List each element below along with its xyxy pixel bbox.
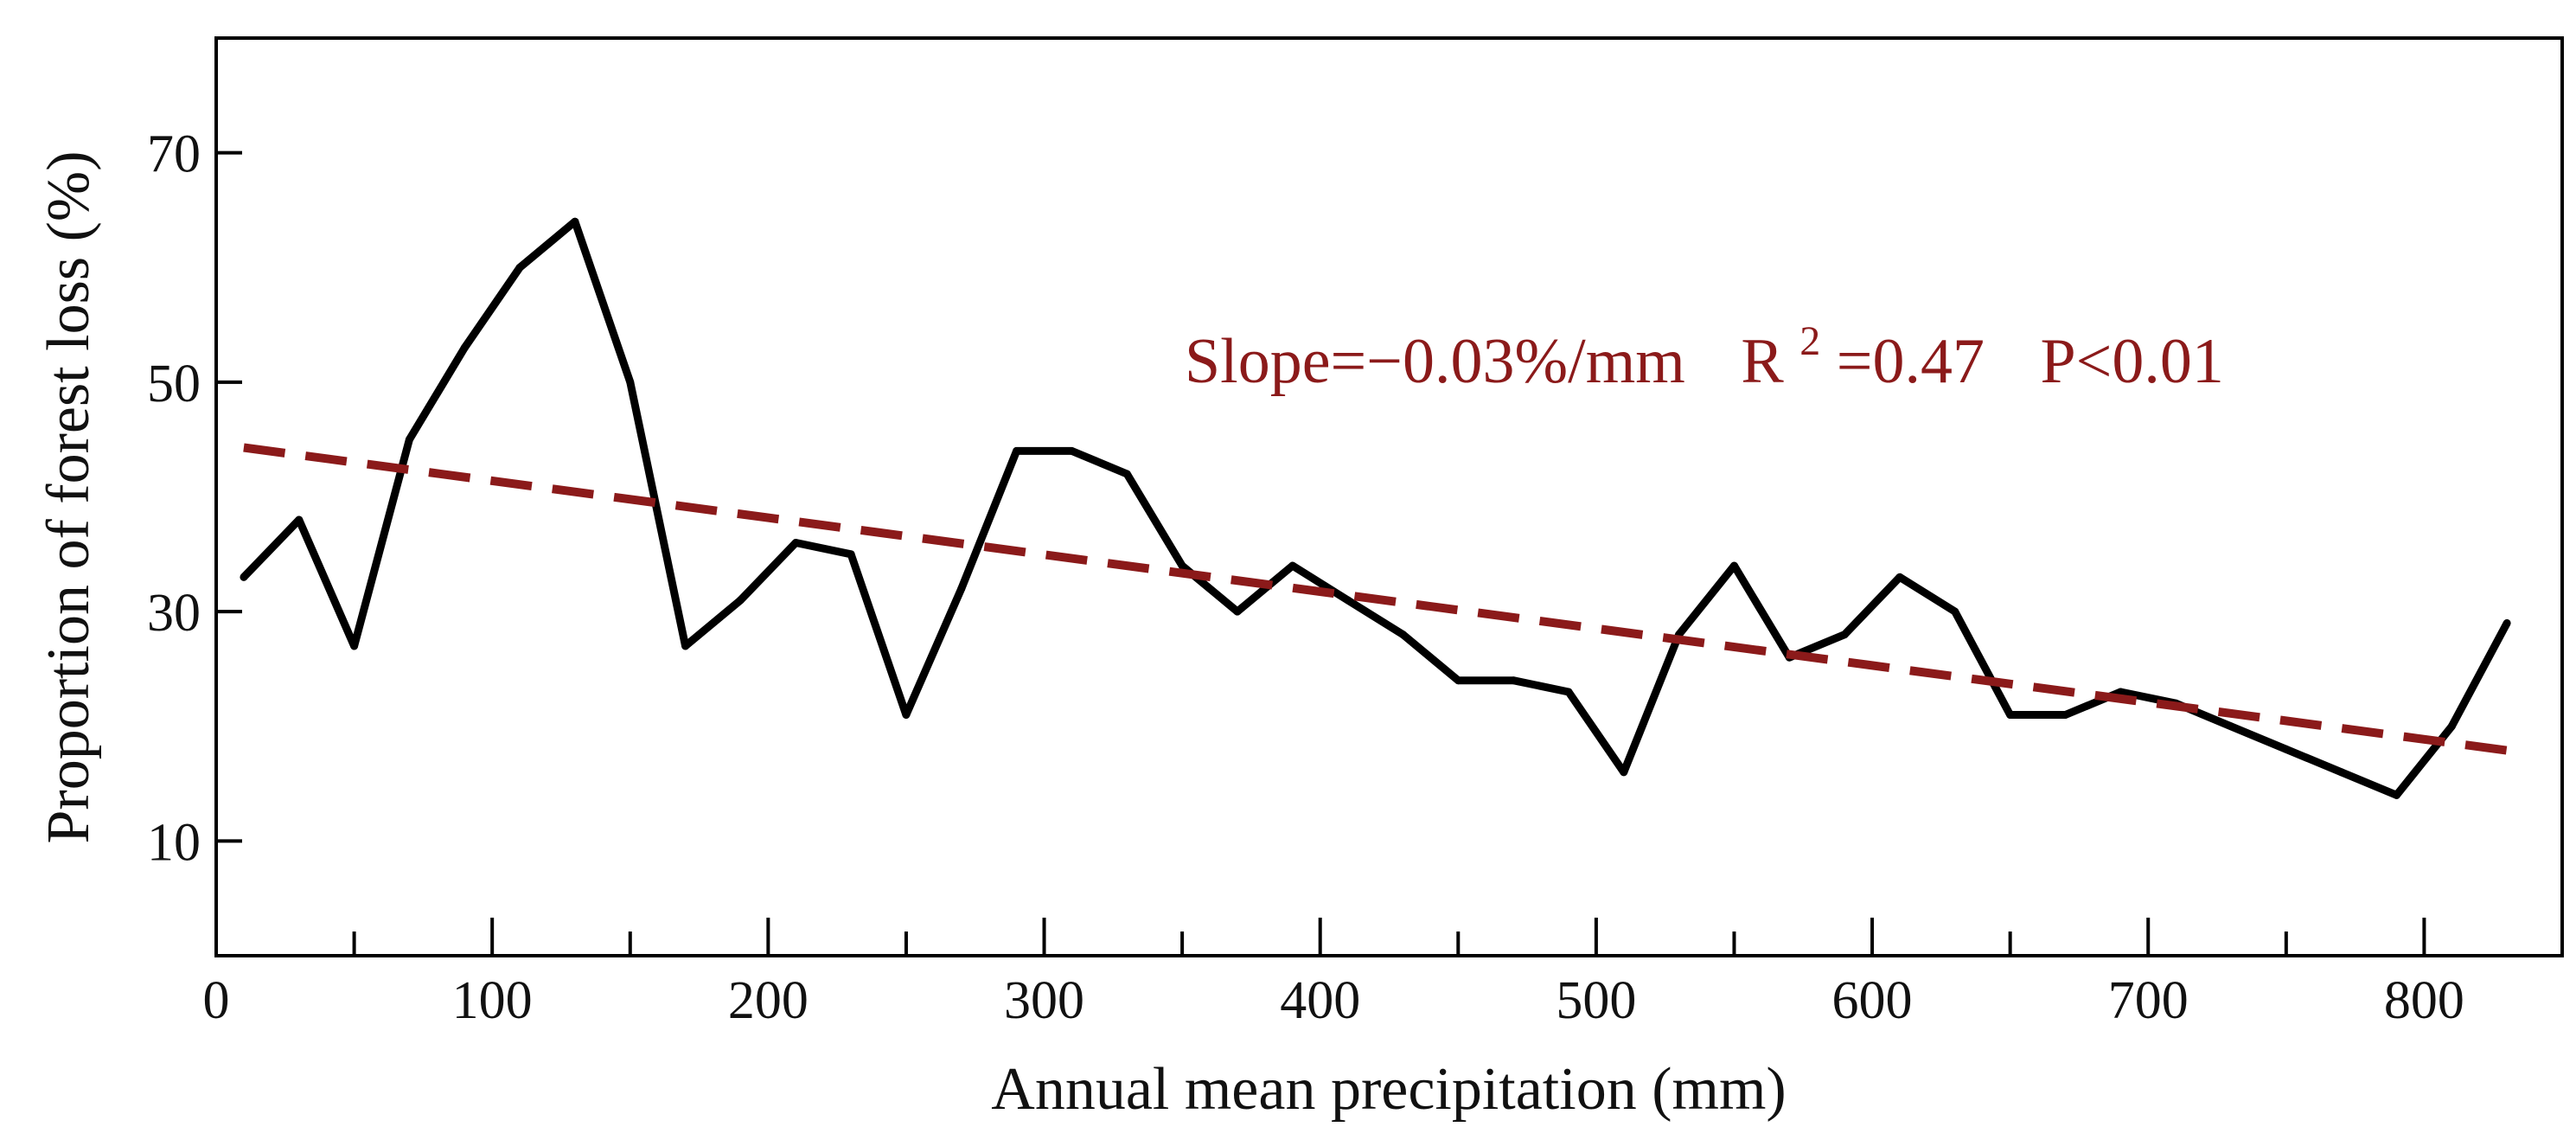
data-point-0: [240, 573, 248, 581]
data-point-24: [1564, 688, 1573, 696]
data-point-2: [350, 642, 359, 650]
y-axis-title: Proportion of forest loss (%): [35, 150, 102, 843]
x-tick-label-6: 600: [1832, 971, 1913, 1030]
data-point-15: [1067, 446, 1076, 455]
data-point-9: [736, 596, 745, 605]
data-point-41: [2502, 618, 2511, 627]
x-minor-ticks: [352, 932, 2288, 956]
x-tick-label-1: 100: [452, 971, 533, 1030]
x-tick-label-0: 0: [203, 971, 230, 1030]
data-point-36: [2227, 722, 2235, 731]
r-value-text: =0.47: [1837, 326, 1985, 397]
data-point-20: [1344, 596, 1352, 605]
x-tick-label-4: 400: [1280, 971, 1360, 1030]
data-point-37: [2282, 745, 2291, 753]
data-point-11: [847, 550, 855, 559]
data-point-40: [2447, 722, 2456, 731]
x-axis-title: Annual mean precipitation (mm): [991, 1056, 1786, 1123]
y-tick-label-1: 30: [147, 584, 201, 643]
data-point-21: [1398, 631, 1407, 639]
x-tick-label-5: 500: [1556, 971, 1636, 1030]
data-point-4: [460, 343, 469, 352]
data-point-38: [2337, 768, 2346, 777]
data-point-10: [791, 539, 800, 547]
data-point-8: [681, 642, 690, 650]
data-point-27: [1729, 561, 1738, 570]
data-point-16: [1122, 470, 1131, 478]
data-point-7: [626, 378, 635, 387]
r-text: R: [1741, 326, 1784, 397]
data-point-39: [2392, 791, 2400, 799]
forest-loss-line: [240, 217, 2511, 799]
data-point-5: [515, 263, 524, 272]
data-point-19: [1288, 561, 1297, 570]
p-text: P<0.01: [2040, 326, 2223, 397]
series-layer: [240, 217, 2511, 799]
data-point-12: [902, 710, 911, 719]
data-point-23: [1509, 676, 1518, 685]
y-ticks: [216, 150, 242, 843]
slope-text: Slope=−0.03%/mm: [1185, 326, 1685, 397]
x-tick-label-3: 300: [1004, 971, 1084, 1030]
data-point-18: [1233, 607, 1242, 616]
data-point-14: [1013, 446, 1021, 455]
data-point-1: [295, 515, 304, 524]
data-point-6: [571, 217, 579, 226]
regression-annotation: Slope=−0.03%/mm R 2 =0.47 P<0.01: [1185, 298, 2224, 397]
data-point-29: [1840, 631, 1849, 639]
data-point-3: [405, 435, 413, 444]
data-point-33: [2061, 710, 2069, 719]
x-tick-label-2: 200: [728, 971, 809, 1030]
x-tick-labels: 0 100 200 300 400 500 600 700 800: [203, 971, 2464, 1030]
r-superscript: 2: [1799, 318, 1820, 364]
x-tick-label-8: 800: [2384, 971, 2464, 1030]
data-point-32: [2006, 710, 2015, 719]
y-tick-label-0: 10: [147, 813, 201, 872]
x-tick-label-7: 700: [2108, 971, 2189, 1030]
y-tick-label-2: 50: [147, 355, 201, 413]
data-point-25: [1620, 768, 1628, 777]
data-point-34: [2116, 688, 2125, 696]
plot-frame: [214, 36, 2564, 957]
data-point-30: [1895, 573, 1904, 581]
trend-line: [243, 443, 2508, 755]
x-major-ticks: [214, 918, 2426, 956]
data-point-31: [1951, 607, 1959, 616]
data-point-13: [957, 585, 966, 593]
data-point-22: [1454, 676, 1462, 685]
y-tick-labels: 10 30 50 70: [147, 125, 201, 873]
data-point-17: [1178, 561, 1186, 570]
y-tick-label-3: 70: [147, 125, 201, 184]
